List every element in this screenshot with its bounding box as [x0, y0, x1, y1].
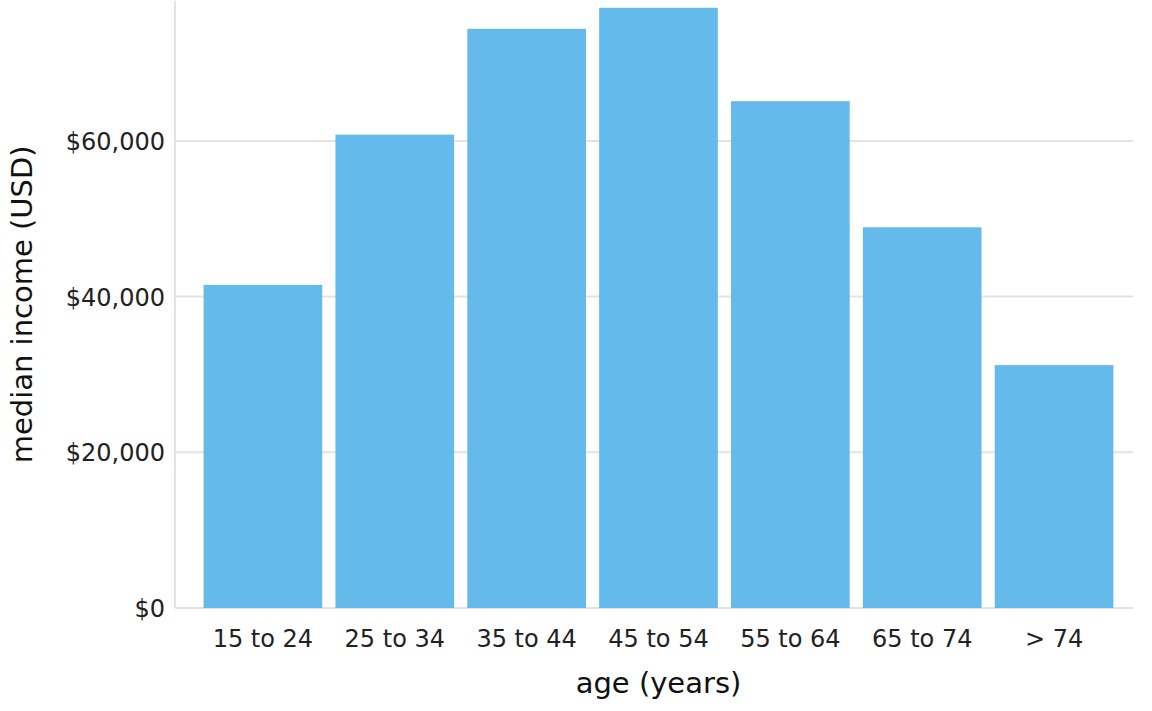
x-tick-label: 35 to 44: [476, 625, 576, 653]
bar: [599, 8, 718, 608]
bar: [863, 227, 982, 608]
chart-svg: $0 $20,000 $40,000 $60,000 15 to 24 25 to 34 3…: [0, 0, 1152, 711]
x-axis-title: age (years): [576, 666, 742, 700]
chart-container: $0 $20,000 $40,000 $60,000 15 to 24 25 to 34 3…: [0, 0, 1152, 711]
x-tick-label: 15 to 24: [213, 625, 313, 653]
bars: [204, 8, 1114, 608]
x-tick-label: > 74: [1025, 625, 1083, 653]
bar: [335, 135, 454, 608]
x-tick-label: 65 to 74: [872, 625, 972, 653]
y-tick-label: $60,000: [66, 128, 165, 156]
bar: [467, 29, 586, 608]
x-tick-label: 25 to 34: [345, 625, 445, 653]
y-axis-title: median income (USD): [5, 145, 39, 463]
x-tick-label: 45 to 54: [608, 625, 708, 653]
bar: [204, 285, 323, 608]
y-tick-label: $0: [134, 595, 165, 623]
x-tick-label: 55 to 64: [740, 625, 840, 653]
bar: [731, 101, 850, 608]
y-axis-line: [174, 1, 176, 608]
y-tick-label: $20,000: [66, 439, 165, 467]
bar: [995, 365, 1114, 608]
y-tick-label: $40,000: [66, 284, 165, 312]
